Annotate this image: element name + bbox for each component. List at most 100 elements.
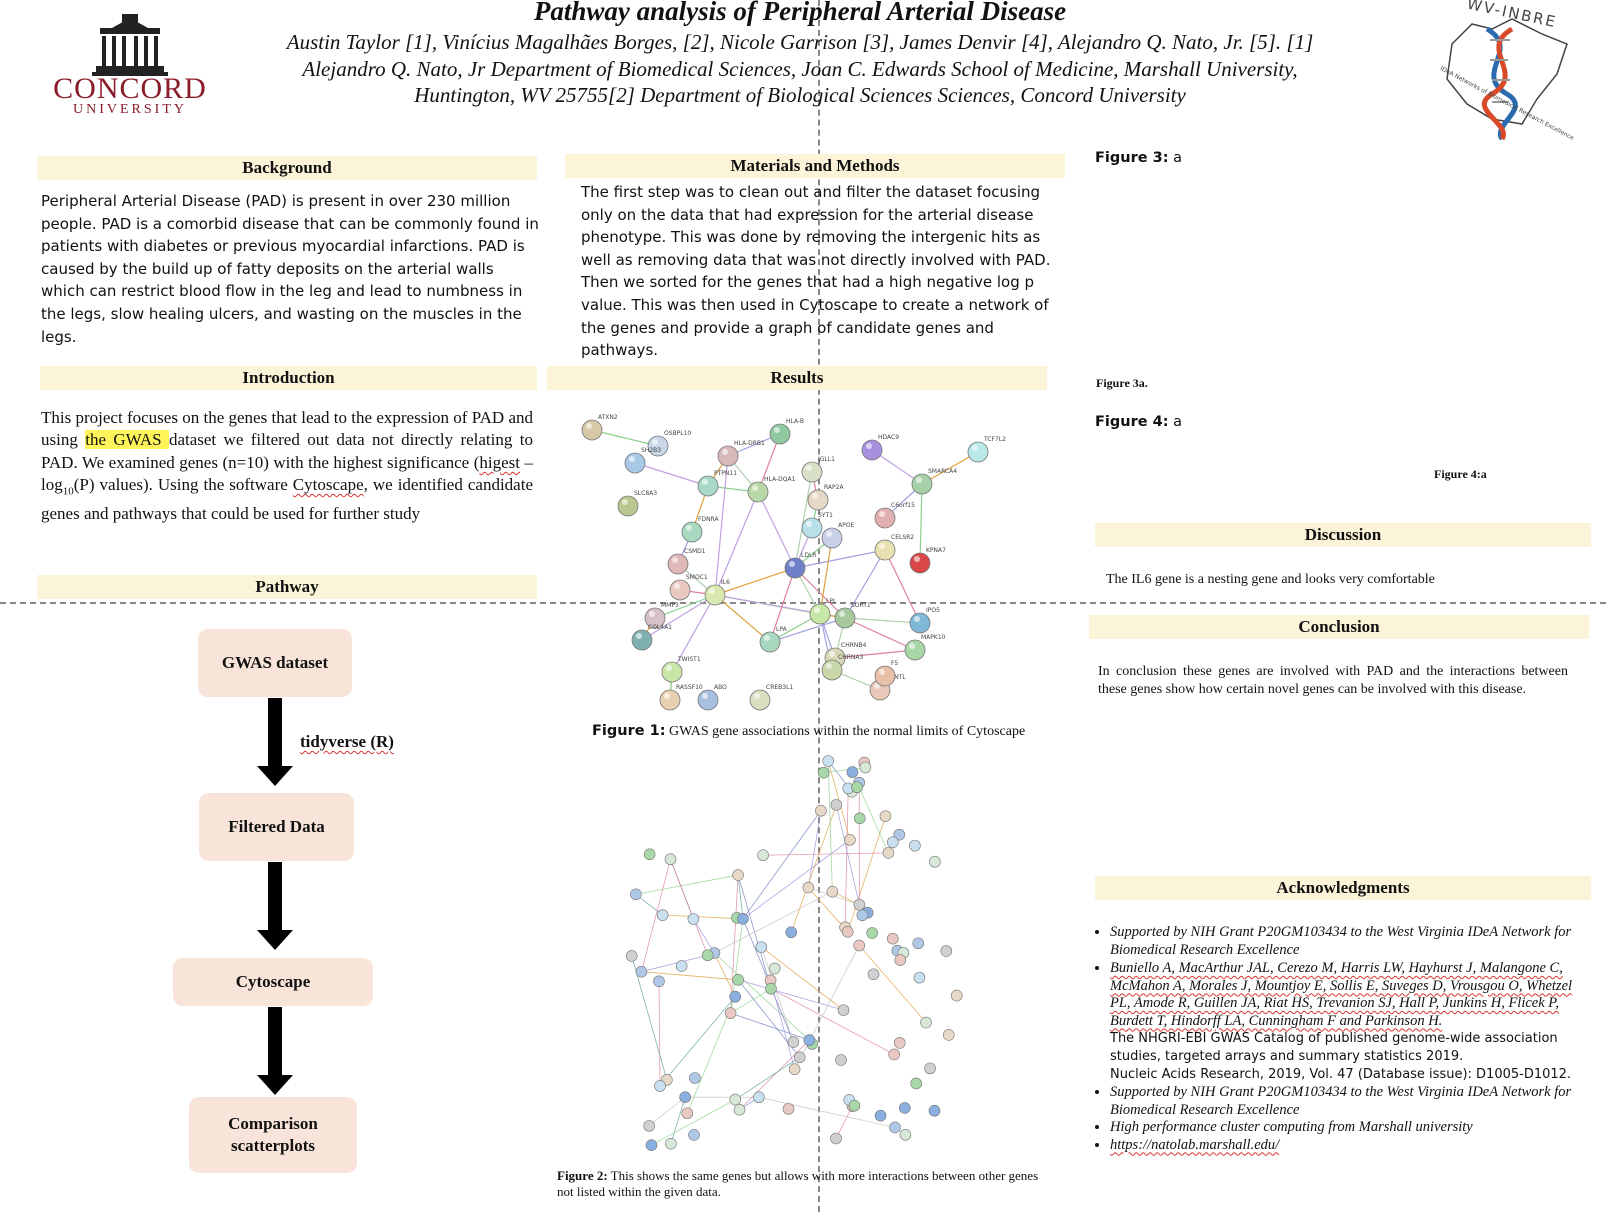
dna-helix-icon <box>1446 18 1568 141</box>
network-edge <box>835 1105 853 1139</box>
network-edge <box>641 954 708 973</box>
network-node <box>664 853 677 866</box>
network-node: SMARCA4 <box>911 468 957 495</box>
network-node: HLA-DQA1 <box>747 476 796 503</box>
network-node <box>830 1132 842 1145</box>
introduction-heading: Introduction <box>40 366 537 390</box>
network-node-label: HLA-B <box>786 418 804 425</box>
network-edge <box>770 980 796 1070</box>
network-node <box>701 949 714 962</box>
network-node-label: HLA-DRB1 <box>734 440 765 447</box>
network-node-label: ATXN2 <box>598 414 618 421</box>
network-node-label: SORT1 <box>851 602 871 609</box>
network-node: ABO <box>697 684 727 711</box>
network-node: HDAC9 <box>861 434 899 461</box>
network-node: MAPK10 <box>904 634 946 661</box>
network-node <box>886 932 899 945</box>
network-node <box>924 1062 936 1075</box>
network-node: COL4A1 <box>631 624 672 651</box>
network-node: SH2B3 <box>624 447 661 474</box>
methods-text: The first step was to clean out and filt… <box>581 183 1051 360</box>
natolab-link[interactable]: https://natolab.marshall.edu/ <box>1110 1136 1280 1153</box>
network-node-label: F5 <box>891 660 898 667</box>
network-node-label: LDLR <box>801 552 816 559</box>
network-edge <box>659 996 736 1087</box>
network-node <box>755 941 768 953</box>
network-edge <box>737 875 744 919</box>
network-node <box>837 1004 850 1016</box>
network-node <box>866 927 878 939</box>
network-node <box>912 937 925 950</box>
figure-4-label: Figure 4: a <box>1095 414 1182 430</box>
network-node <box>802 881 815 894</box>
network-edge <box>761 946 844 1011</box>
network-edge <box>635 874 739 895</box>
network-node <box>724 1007 737 1019</box>
network-edge <box>730 988 772 1014</box>
network-node <box>853 939 866 952</box>
network-node <box>942 1029 955 1041</box>
figure-4a-label: Figure 4:a <box>1434 467 1487 481</box>
network-node <box>653 975 665 988</box>
network-node <box>848 1099 861 1112</box>
network-node <box>785 926 798 939</box>
network-node <box>899 1128 912 1141</box>
flow-arrow-1 <box>268 698 282 768</box>
network-edge <box>794 471 813 569</box>
building-icon <box>92 14 168 76</box>
network-node <box>729 990 741 1003</box>
network-node <box>888 1048 900 1061</box>
network-edge <box>794 549 886 569</box>
network-node <box>867 968 880 981</box>
network-node <box>753 1091 765 1104</box>
network-node <box>950 989 963 1002</box>
network-node: SYT1 <box>801 512 833 539</box>
background-text: Peripheral Arterial Disease (PAD) is pre… <box>41 192 539 346</box>
network-edge <box>670 859 709 956</box>
network-edge <box>730 875 739 1014</box>
network-node: CELSR2 <box>874 534 914 561</box>
network-edge <box>693 918 715 954</box>
network-edge <box>847 816 886 932</box>
discussion-heading: Discussion <box>1095 523 1591 547</box>
network-node <box>803 1034 816 1046</box>
network-node-label: SH2B3 <box>641 447 661 454</box>
network-node: IGLL1 <box>801 456 835 483</box>
pathway-heading: Pathway <box>37 575 537 599</box>
network-node <box>893 1037 906 1049</box>
flow-box-gwas-dataset: GWAS dataset <box>198 629 352 697</box>
network-edge <box>827 760 833 892</box>
network-node-label: SMOC1 <box>686 574 708 581</box>
network-node-label: RAP2A <box>824 484 844 491</box>
network-node-label: PTPN11 <box>714 470 737 477</box>
figure-3a-label: Figure 3a. <box>1096 376 1148 390</box>
network-edge <box>919 483 923 564</box>
flow-edge-label: tidyverse (R) <box>300 732 394 751</box>
network-node <box>768 962 781 975</box>
authors-line-1: Austin Taylor [1], Vinícius Magalhães Bo… <box>286 30 1314 54</box>
network-edge <box>670 1097 686 1144</box>
network-node <box>787 1036 800 1048</box>
concord-sub: UNIVERSITY <box>73 102 187 117</box>
network-node <box>853 812 866 825</box>
flow-arrow-3-head <box>257 1075 293 1095</box>
conclusion-heading: Conclusion <box>1089 615 1589 639</box>
network-node <box>732 973 744 986</box>
network-node: LDLR <box>784 552 816 579</box>
flow-box-filtered-data: Filtered Data <box>199 793 354 861</box>
discussion-text: The IL6 gene is a nesting gene and looks… <box>1106 572 1435 587</box>
network-node-label: CHRNB4 <box>841 642 866 649</box>
authors-line-2: Alejandro Q. Nato, Jr Department of Biom… <box>302 57 1298 81</box>
network-node-label: CHRNA3 <box>838 654 863 661</box>
network-node <box>856 909 869 922</box>
network-node <box>782 1103 795 1115</box>
network-edge <box>770 988 895 1055</box>
network-edge <box>844 549 886 619</box>
ack-item-5[interactable]: https://natolab.marshall.edu/ <box>1110 1137 1588 1155</box>
network-node <box>654 1080 666 1092</box>
network-node <box>851 781 863 794</box>
authors-line-3: Huntington, WV 25755[2] Department of Bi… <box>414 83 1186 107</box>
network-edge <box>844 617 921 624</box>
network-edge <box>739 1039 810 1110</box>
network-node-label: CREB3L1 <box>766 684 793 691</box>
